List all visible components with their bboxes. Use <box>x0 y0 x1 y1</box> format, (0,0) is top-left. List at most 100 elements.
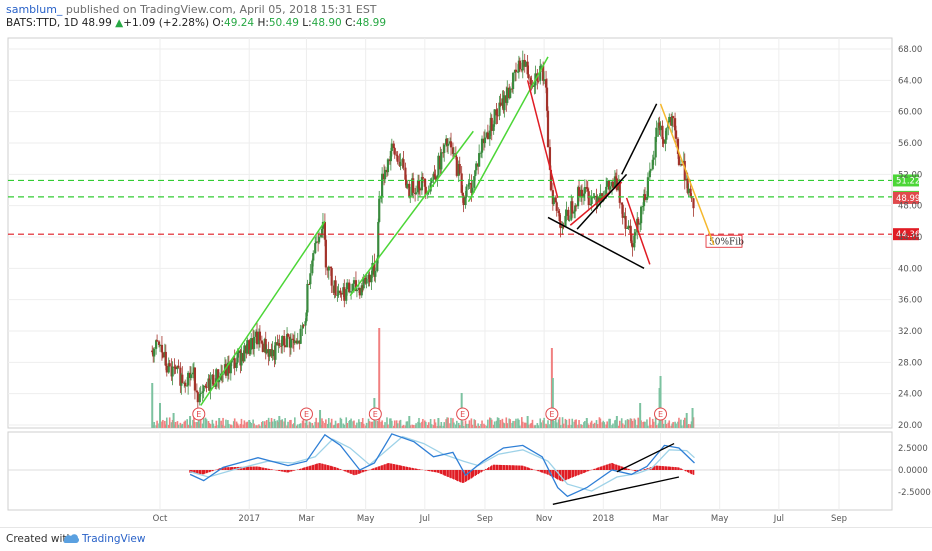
candle-body <box>269 349 271 357</box>
macd-hist-bar <box>332 467 334 470</box>
candle-body <box>512 73 514 89</box>
macd-hist-bar <box>412 468 414 470</box>
volume-bar <box>262 421 264 428</box>
time-tick-label: Mar <box>298 514 315 524</box>
candle-body <box>644 194 646 200</box>
volume-bar-peak <box>189 416 191 428</box>
volume-bar <box>247 422 249 428</box>
volume-bar <box>456 421 458 428</box>
macd-hist-bar <box>200 470 202 474</box>
macd-hist-bar <box>429 470 431 471</box>
macd-hist-bar <box>281 470 283 472</box>
candle-body <box>250 338 252 350</box>
candle-body <box>300 329 302 344</box>
volume-bar <box>619 421 621 428</box>
volume-bar <box>213 424 215 428</box>
volume-bar <box>182 424 184 428</box>
volume-bar <box>668 420 670 428</box>
macd-hist-bar <box>435 470 437 472</box>
candle-body <box>253 337 255 349</box>
macd-hist-bar <box>304 467 306 470</box>
price-pane <box>8 38 892 428</box>
volume-bar <box>632 421 634 428</box>
price-tick-label: 68.00 <box>898 45 922 55</box>
volume-bar <box>538 425 540 428</box>
candle-body <box>450 141 452 147</box>
volume-bar-peak <box>639 403 641 428</box>
candle-body <box>274 342 276 360</box>
candle-body <box>456 157 458 176</box>
candle-body <box>359 288 361 295</box>
tradingview-link[interactable]: TradingView <box>82 533 145 545</box>
volume-bar <box>612 424 614 428</box>
candle-body <box>346 283 348 290</box>
candle-body <box>688 189 690 193</box>
time-tick-label: Sep <box>477 514 493 524</box>
macd-hist-bar <box>310 466 312 470</box>
macd-hist-bar <box>344 470 346 472</box>
macd-hist-bar <box>366 470 368 471</box>
macd-hist-bar <box>322 464 324 470</box>
candle-body <box>312 253 314 260</box>
candle-body <box>174 367 176 369</box>
macd-hist-bar <box>660 466 662 470</box>
candle-body <box>315 241 317 243</box>
time-tick-label: Sep <box>831 514 847 524</box>
candle-body <box>609 186 611 189</box>
volume-bar <box>372 422 374 428</box>
macd-hist-bar <box>263 468 265 470</box>
candle-body <box>200 393 202 394</box>
candle-body <box>419 188 421 190</box>
candle-body <box>491 118 493 131</box>
candle-body <box>487 133 489 140</box>
candle-body <box>314 243 316 253</box>
macd-hist-bar <box>409 468 411 470</box>
volume-bar <box>588 425 590 428</box>
volume-bar <box>575 419 577 428</box>
macd-hist-bar <box>629 469 631 470</box>
macd-hist-bar <box>397 465 399 470</box>
macd-hist-bar <box>483 470 485 471</box>
macd-hist-bar <box>391 464 393 470</box>
macd-hist-bar <box>384 464 386 470</box>
macd-hist-bar <box>284 470 286 472</box>
macd-hist-bar <box>594 469 596 470</box>
volume-bar <box>522 422 524 428</box>
volume-bar <box>259 426 261 428</box>
volume-bar <box>600 419 602 428</box>
volume-bar <box>200 419 202 428</box>
volume-bar <box>231 425 233 428</box>
volume-bar <box>566 420 568 428</box>
macd-hist-bar <box>291 470 293 471</box>
volume-bar <box>310 422 312 428</box>
volume-bar <box>394 420 396 428</box>
volume-bar <box>407 421 409 428</box>
macd-hist-bar <box>247 467 249 470</box>
candle-body <box>464 197 466 205</box>
candle-body <box>612 182 614 188</box>
candle-body <box>337 291 339 295</box>
volume-bar <box>222 418 224 428</box>
volume-bar <box>672 422 674 428</box>
volume-bar <box>281 419 283 428</box>
macd-hist-bar <box>401 466 403 470</box>
macd-hist-bar <box>307 467 309 470</box>
macd-hist-bar <box>325 465 327 470</box>
macd-hist-bar <box>279 470 281 471</box>
macd-hist-bar <box>350 470 352 474</box>
candle-body <box>509 89 511 98</box>
volume-bar <box>300 423 302 428</box>
macd-hist-bar <box>553 470 555 477</box>
candle-body <box>394 148 396 155</box>
price-tick-label: 56.00 <box>898 139 922 149</box>
candle-body <box>422 177 424 178</box>
candle-body <box>190 374 192 378</box>
candle-body <box>591 198 593 204</box>
volume-bar <box>284 418 286 428</box>
earnings-marker-label: E <box>658 410 663 419</box>
candle-body <box>278 343 280 346</box>
candle-body <box>640 207 642 224</box>
candle-body <box>387 159 389 172</box>
candle-body <box>294 341 296 343</box>
